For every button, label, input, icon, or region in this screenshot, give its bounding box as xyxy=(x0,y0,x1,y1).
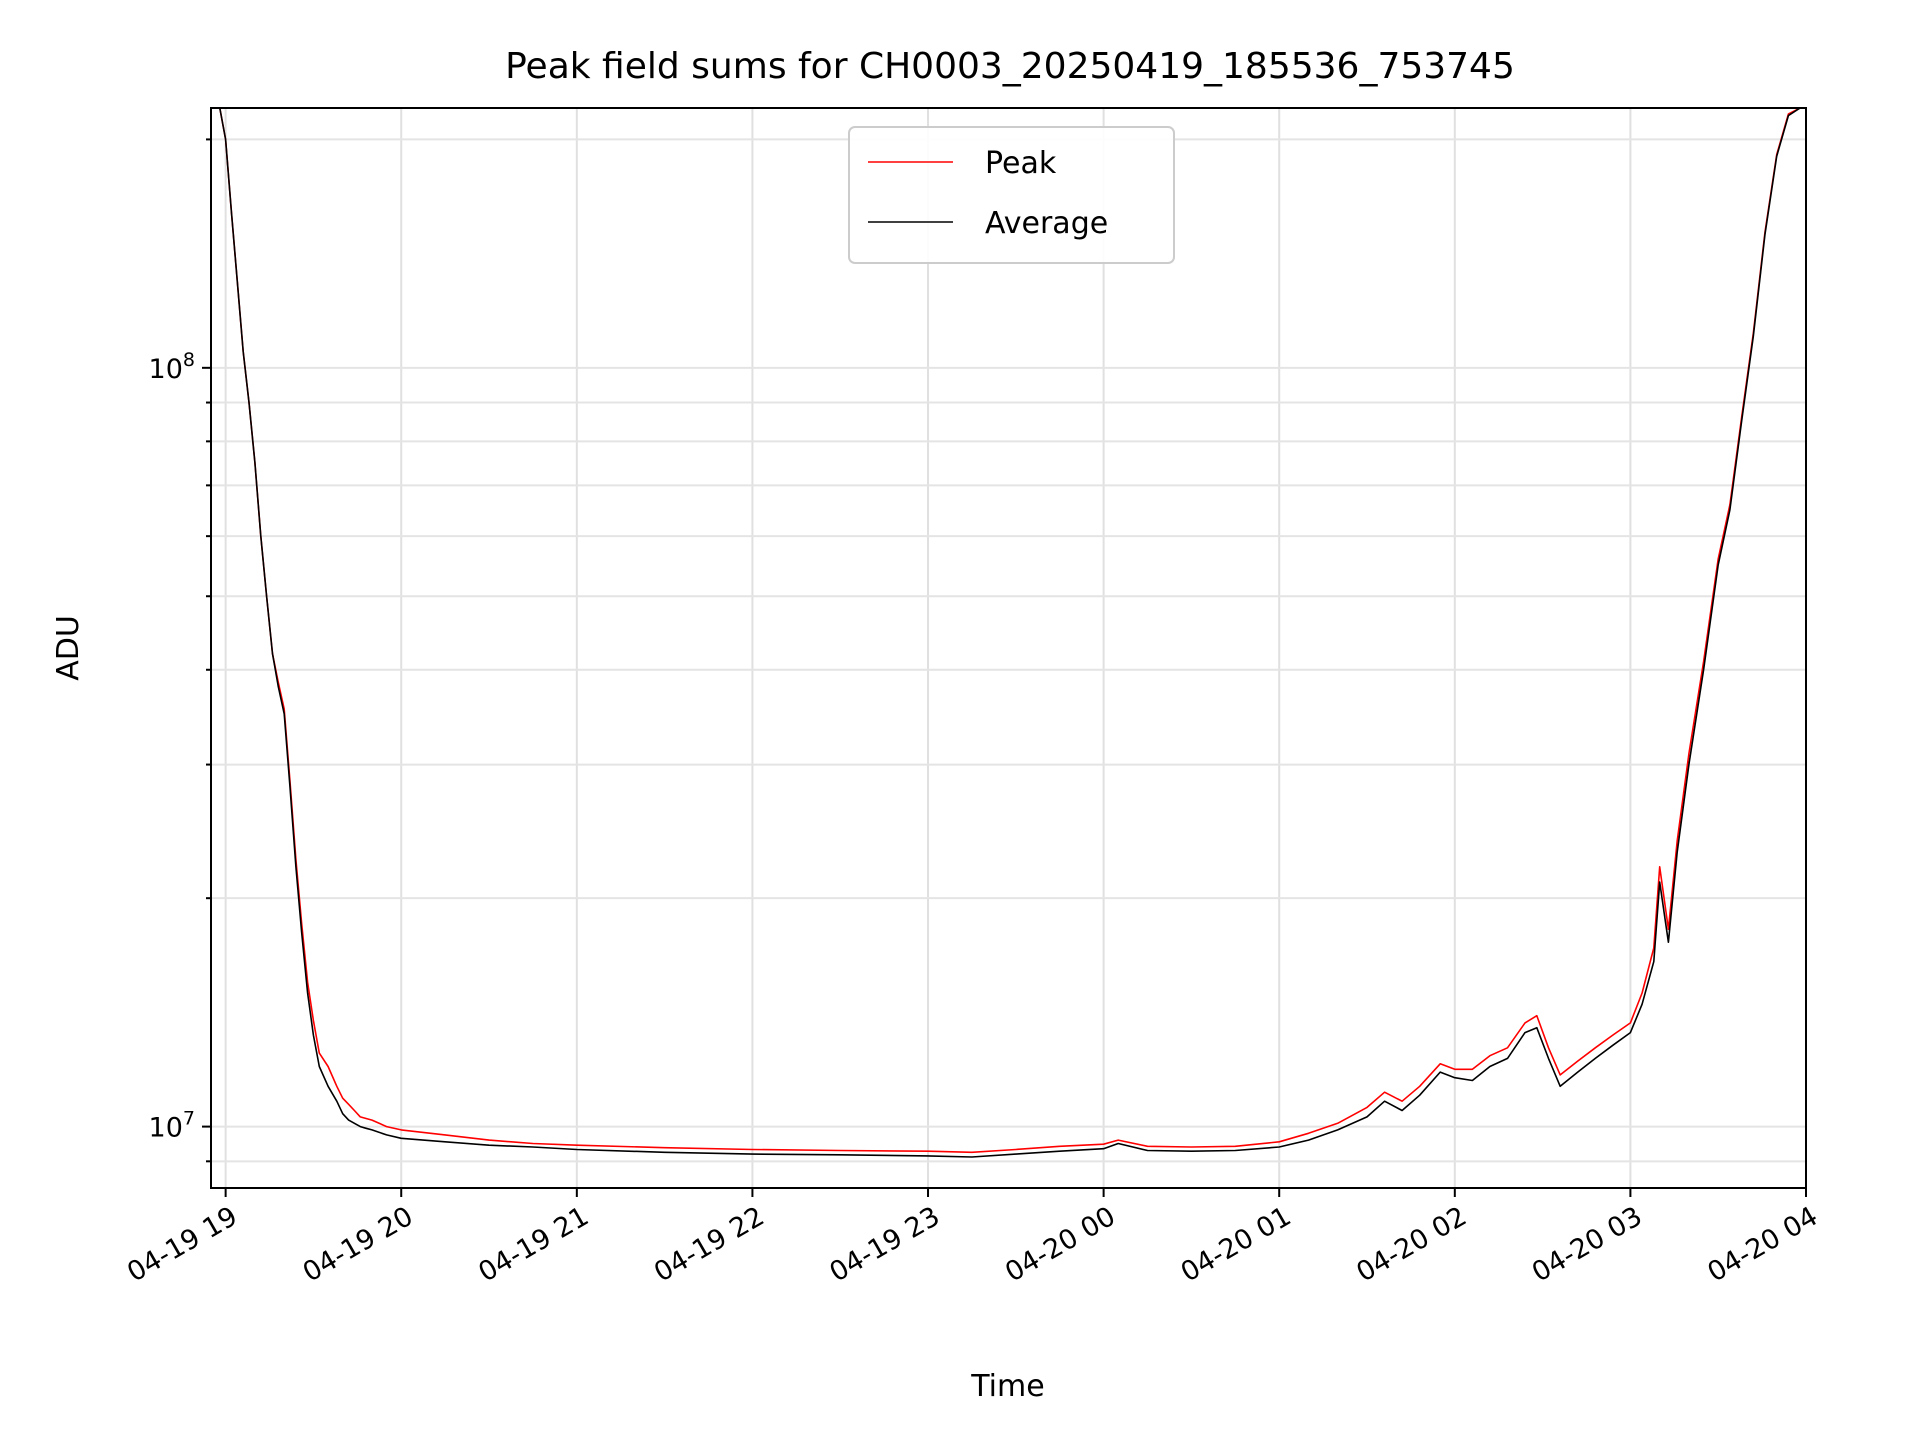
legend-label-average: Average xyxy=(985,206,1108,241)
chart-title: Peak field sums for CH0003_20250419_1855… xyxy=(505,46,1515,87)
y-tick-label: 107 xyxy=(149,1108,195,1144)
x-axis-title: Time xyxy=(970,1369,1044,1404)
y-tick-label: 108 xyxy=(149,349,195,385)
series-layer xyxy=(219,108,1801,1158)
grid xyxy=(211,108,1806,1188)
legend-label-peak: Peak xyxy=(985,146,1057,181)
plot-frame xyxy=(210,107,1807,1189)
series-line-average xyxy=(219,108,1801,1158)
y-axis-title: ADU xyxy=(51,615,86,681)
y-ticks: 107 108 xyxy=(149,138,211,1163)
legend: Peak Average xyxy=(848,126,1175,264)
legend-box xyxy=(848,126,1175,264)
